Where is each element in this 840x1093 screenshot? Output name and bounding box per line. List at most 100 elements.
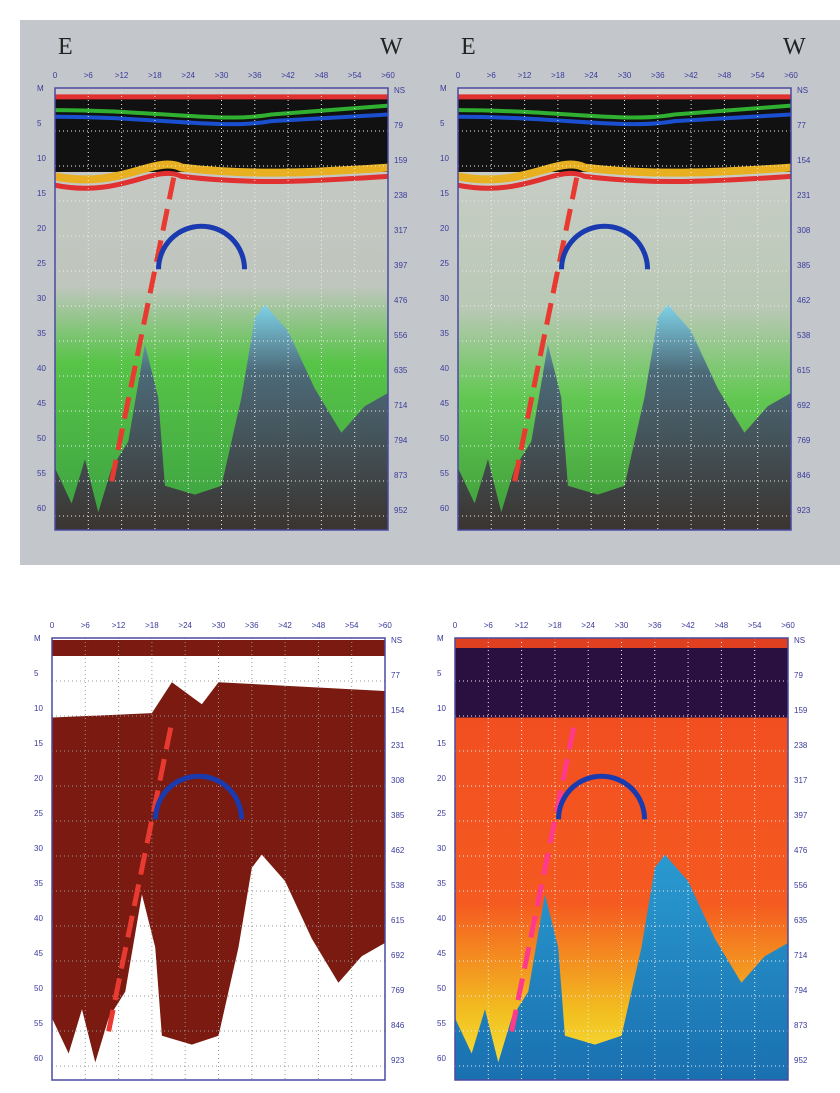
time-tick-label: 692: [797, 401, 811, 410]
depth-tick-label: 25: [34, 809, 43, 818]
depth-tick-label: 15: [34, 739, 43, 748]
top-tick-label: >18: [145, 621, 159, 630]
deep-reflection: [455, 854, 788, 1080]
top-tick-label: >12: [515, 621, 529, 630]
time-tick-label: 79: [794, 671, 803, 680]
top-tick-label: >48: [315, 71, 329, 80]
plot-frame: [457, 87, 792, 531]
panels: 0 >6 >12 >18 >24 >30 >36 >42 >48 >54 >60 M 5 10 15 20 25…: [34, 34, 811, 1081]
time-tick-label: 79: [394, 121, 403, 130]
top-tick-label: >6: [81, 621, 91, 630]
top-tick-label: >60: [378, 621, 392, 630]
panel: 0 >6 >12 >18 >24 >30 >36 >42 >48 >54 >60 M 5 10 15 20 25…: [437, 621, 808, 1081]
time-tick-label: 794: [394, 436, 408, 445]
time-tick-label: 397: [794, 811, 808, 820]
time-tick-label: 385: [797, 261, 811, 270]
interface-band: [54, 170, 389, 191]
top-tick-label: >60: [381, 71, 395, 80]
time-tick-label: 385: [391, 811, 405, 820]
time-tick-label: 714: [794, 951, 808, 960]
direction-label: W: [783, 34, 806, 60]
time-tick-label: 794: [794, 986, 808, 995]
time-tick-label: 317: [794, 776, 808, 785]
plot-frame: [51, 637, 386, 1081]
time-tick-label: 462: [391, 846, 405, 855]
depth-tick-label: 40: [437, 914, 446, 923]
top-tick-label: >18: [548, 621, 562, 630]
top-tick-label: >36: [651, 71, 665, 80]
time-tick-label: 923: [391, 1056, 405, 1065]
time-tick-label: 615: [391, 916, 405, 925]
top-tick-label: 0: [453, 621, 458, 630]
top-tick-label: >54: [348, 71, 362, 80]
fault-line: [109, 171, 178, 482]
depth-tick-label: 60: [34, 1054, 43, 1063]
depth-tick-label: 60: [437, 1054, 446, 1063]
depth-tick-label: 55: [37, 469, 46, 478]
time-tick-label: 231: [391, 741, 405, 750]
time-tick-label: 538: [391, 881, 405, 890]
plot-frame: [54, 87, 389, 531]
top-tick-label: >36: [245, 621, 259, 630]
time-tick-label: 846: [797, 471, 811, 480]
depth-tick-label: 45: [437, 949, 446, 958]
panel: 0 >6 >12 >18 >24 >30 >36 >42 >48 >54 >60 M 5 10 15 20 25…: [37, 34, 408, 531]
top-tick-label: >12: [112, 621, 126, 630]
depth-tick-label: 30: [37, 294, 46, 303]
time-tick-label: 231: [797, 191, 811, 200]
top-tick-label: >24: [584, 71, 598, 80]
top-tick-label: 0: [456, 71, 461, 80]
top-tick-label: >12: [115, 71, 129, 80]
top-tick-label: >18: [551, 71, 565, 80]
surface-band: [457, 112, 792, 127]
deep-reflection: [55, 304, 388, 530]
depth-tick-label: 35: [34, 879, 43, 888]
time-tick-label: 952: [794, 1056, 808, 1065]
fault-line: [509, 721, 578, 1032]
top-tick-label: >60: [781, 621, 795, 630]
depth-tick-label: 45: [37, 399, 46, 408]
top-tick-label: >24: [181, 71, 195, 80]
interface-band: [457, 160, 792, 184]
depth-tick-label: 5: [37, 119, 42, 128]
depth-tick-label: 30: [437, 844, 446, 853]
top-tick-label: >54: [751, 71, 765, 80]
time-tick-label: 692: [391, 951, 405, 960]
plot-frame: [454, 637, 789, 1081]
time-tick-label: 317: [394, 226, 408, 235]
depth-tick-label: 25: [437, 809, 446, 818]
depth-tick-label: 5: [437, 669, 442, 678]
top-tick-label: >36: [648, 621, 662, 630]
top-tick-label: >54: [748, 621, 762, 630]
time-tick-label: NS: [797, 86, 808, 95]
time-tick-label: 556: [394, 331, 408, 340]
depth-tick-label: 40: [440, 364, 449, 373]
depth-tick-label: 20: [440, 224, 449, 233]
arc-marker: [156, 223, 248, 270]
surface-band: [54, 112, 389, 127]
depth-tick-label: 25: [440, 259, 449, 268]
surface-band: [54, 103, 389, 120]
depth-tick-label: M: [34, 634, 41, 643]
depth-tick-label: M: [437, 634, 444, 643]
depth-tick-label: 20: [37, 224, 46, 233]
depth-tick-label: 50: [37, 434, 46, 443]
top-tick-label: >42: [278, 621, 292, 630]
depth-tick-label: 45: [34, 949, 43, 958]
interface-band: [54, 160, 389, 184]
top-tick-label: >24: [581, 621, 595, 630]
top-tick-label: >30: [618, 71, 632, 80]
top-tick-label: >48: [312, 621, 326, 630]
depth-tick-label: 30: [34, 844, 43, 853]
time-tick-label: 635: [394, 366, 408, 375]
depth-tick-label: 30: [440, 294, 449, 303]
depth-tick-label: 10: [440, 154, 449, 163]
top-tick-label: >24: [178, 621, 192, 630]
time-tick-label: 238: [394, 191, 408, 200]
depth-tick-label: 10: [437, 704, 446, 713]
top-tick-label: >30: [615, 621, 629, 630]
depth-tick-label: 5: [34, 669, 39, 678]
top-tick-label: >60: [784, 71, 798, 80]
depth-tick-label: 5: [440, 119, 445, 128]
depth-tick-label: 10: [34, 704, 43, 713]
